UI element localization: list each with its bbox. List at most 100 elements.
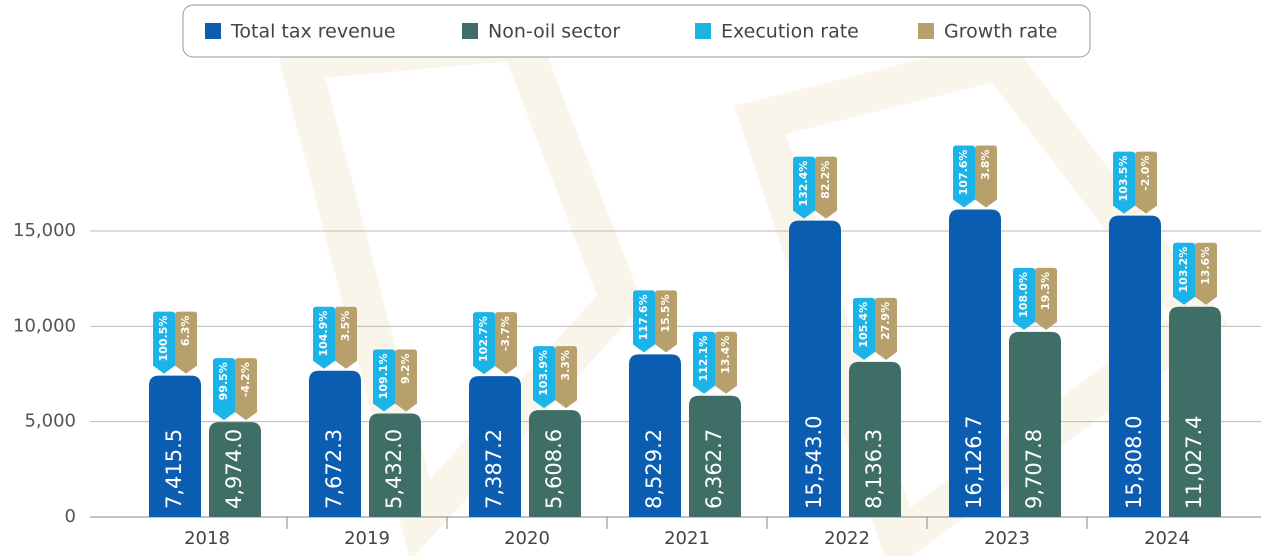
rate-badge	[975, 145, 997, 208]
rate-badge	[693, 331, 715, 394]
bar-value-label: 7,672.3	[322, 429, 346, 509]
rate-label: 100.5%	[157, 316, 170, 362]
x-tick-label: 2024	[1144, 528, 1190, 549]
rate-label: 117.6%	[637, 294, 650, 340]
legend-label: Execution rate	[721, 21, 859, 43]
rate-badge	[1113, 151, 1135, 214]
rate-badge	[495, 312, 517, 375]
rate-badge	[373, 349, 395, 412]
rate-badge	[175, 311, 197, 374]
x-tick-label: 2022	[824, 528, 870, 549]
rate-badge	[1035, 267, 1057, 330]
bar	[789, 220, 841, 518]
bar	[949, 209, 1001, 517]
bar-value-label: 4,974.0	[222, 429, 246, 509]
rate-badge	[1173, 242, 1195, 305]
bar-value-label: 9,707.8	[1022, 429, 1046, 509]
bar	[629, 354, 681, 517]
legend-label: Total tax revenue	[230, 21, 396, 43]
y-tick-label: 10,000	[13, 315, 76, 336]
bar	[149, 375, 201, 517]
x-tick-label: 2021	[664, 528, 710, 549]
bar-value-label: 8,529.2	[642, 429, 666, 509]
rate-badge	[1135, 151, 1157, 214]
x-tick-label: 2020	[504, 528, 550, 549]
rate-badge	[473, 312, 495, 375]
rate-label: 3.8%	[979, 150, 992, 181]
rate-label: 103.5%	[1117, 156, 1130, 202]
bar	[849, 361, 901, 517]
rate-badge	[213, 358, 235, 421]
rate-badge	[853, 297, 875, 360]
x-tick-label: 2023	[984, 528, 1030, 549]
bar-value-label: 7,387.2	[482, 429, 506, 509]
bar-value-label: 15,543.0	[802, 415, 826, 509]
rate-label: 102.7%	[477, 316, 490, 362]
rate-label: 112.1%	[697, 336, 710, 382]
x-tick-label: 2019	[344, 528, 390, 549]
rate-badge	[815, 156, 837, 219]
legend-swatch	[462, 23, 478, 39]
rate-label: 13.6%	[1199, 247, 1212, 285]
rate-label: 9.2%	[399, 353, 412, 384]
rate-label: 82.2%	[819, 161, 832, 199]
legend-swatch	[695, 23, 711, 39]
rate-label: 3.3%	[559, 350, 572, 381]
rate-label: 3.5%	[339, 311, 352, 342]
y-tick-label: 15,000	[13, 220, 76, 241]
bar-value-label: 8,136.3	[862, 429, 886, 509]
bar	[1009, 331, 1061, 517]
rate-badge	[335, 306, 357, 369]
bar-value-label: 16,126.7	[962, 415, 986, 509]
bar	[309, 370, 361, 517]
bar	[209, 422, 261, 517]
bar-value-label: 6,362.7	[702, 429, 726, 509]
bar	[689, 395, 741, 517]
rate-label: 19.3%	[1039, 272, 1052, 310]
legend-label: Growth rate	[944, 21, 1057, 43]
bar	[369, 413, 421, 517]
watermark	[274, 18, 1229, 556]
bar-value-label: 11,027.4	[1182, 415, 1206, 509]
bar	[1109, 215, 1161, 517]
rate-badge	[953, 145, 975, 208]
rate-badge	[313, 306, 335, 369]
bar-value-label: 5,432.0	[382, 429, 406, 509]
rate-label: 132.4%	[797, 161, 810, 207]
legend-box	[182, 4, 1091, 58]
rate-badge	[793, 156, 815, 219]
rate-badge	[633, 290, 655, 353]
rate-badge	[875, 297, 897, 360]
rate-label: 103.9%	[537, 350, 550, 396]
rate-label: -4.2%	[239, 362, 252, 397]
rate-label: 6.3%	[179, 316, 192, 347]
rate-label: 103.2%	[1177, 247, 1190, 293]
rate-label: 109.1%	[377, 353, 390, 399]
rate-label: -2.0%	[1139, 156, 1152, 191]
x-tick-label: 2018	[184, 528, 230, 549]
rate-label: 13.4%	[719, 336, 732, 374]
bar	[529, 410, 581, 517]
rate-label: 107.6%	[957, 150, 970, 196]
rate-label: 104.9%	[317, 311, 330, 357]
rate-badge	[1013, 267, 1035, 330]
bar	[469, 376, 521, 517]
legend-label: Non-oil sector	[488, 21, 620, 43]
y-tick-label: 5,000	[24, 411, 76, 432]
bar-value-label: 5,608.6	[542, 429, 566, 509]
legend-swatch	[205, 23, 221, 39]
rate-badge	[153, 311, 175, 374]
legend-swatch	[918, 23, 934, 39]
rate-badge	[715, 331, 737, 394]
rate-label: 27.9%	[879, 302, 892, 340]
bar	[1169, 306, 1221, 517]
rate-label: -3.7%	[499, 316, 512, 351]
rate-badge	[533, 346, 555, 409]
rate-badge	[555, 346, 577, 409]
rate-label: 105.4%	[857, 302, 870, 348]
rate-badge	[1195, 242, 1217, 305]
rate-label: 108.0%	[1017, 272, 1030, 318]
rate-label: 15.5%	[659, 294, 672, 332]
rate-badge	[235, 358, 257, 421]
